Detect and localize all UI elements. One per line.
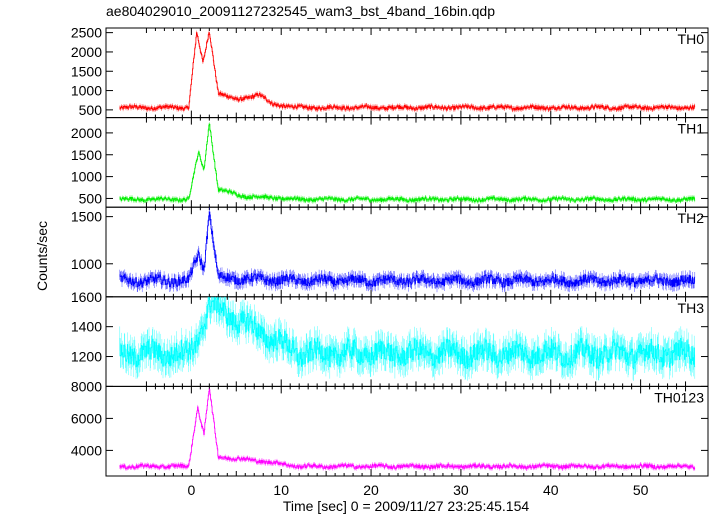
y-tick-label: 500 — [79, 190, 103, 206]
y-tick-label: 8000 — [71, 378, 102, 394]
series-line-th1 — [119, 123, 696, 203]
error-bars-th1 — [119, 122, 696, 204]
y-axis-label: Counts/sec — [34, 221, 50, 291]
x-tick-label: 30 — [453, 482, 469, 498]
x-tick-label: 0 — [187, 482, 195, 498]
panel-frame-th0123 — [105, 385, 709, 477]
x-tick-label: 50 — [633, 482, 649, 498]
y-tick-label: 4000 — [71, 442, 102, 458]
series-line-th0 — [119, 32, 696, 111]
x-tick-label: 20 — [363, 482, 379, 498]
panel-label-th2: TH2 — [678, 210, 705, 226]
y-tick-label: 1600 — [71, 289, 102, 305]
y-tick-label: 2000 — [71, 125, 102, 141]
error-bars-th0123 — [119, 387, 696, 471]
y-tick-label: 2500 — [71, 25, 102, 41]
x-axis-label: Time [sec] 0 = 2009/11/27 23:25:45.154 — [283, 498, 530, 514]
panel-label-th0: TH0 — [678, 31, 705, 47]
y-tick-label: 1200 — [71, 349, 102, 365]
y-tick-label: 1000 — [71, 169, 102, 185]
y-tick-label: 2000 — [71, 44, 102, 60]
y-tick-label: 1000 — [71, 83, 102, 99]
y-tick-label: 1500 — [71, 209, 102, 225]
y-tick-label: 1500 — [71, 63, 102, 79]
series-line-th0123 — [119, 389, 696, 470]
panel-label-th1: TH1 — [678, 121, 705, 137]
y-tick-label: 1500 — [71, 147, 102, 163]
panel-label-th3: TH3 — [678, 300, 705, 316]
x-tick-label: 40 — [543, 482, 559, 498]
y-tick-label: 6000 — [71, 410, 102, 426]
x-tick-label: 10 — [273, 482, 289, 498]
series-line-th2 — [119, 211, 696, 288]
error-bars-th3 — [119, 296, 696, 381]
y-tick-label: 1400 — [71, 319, 102, 335]
panel-label-th0123: TH0123 — [654, 389, 704, 405]
error-bars-th0 — [119, 30, 696, 113]
y-tick-label: 500 — [79, 102, 103, 118]
y-tick-label: 1000 — [71, 256, 102, 272]
series-line-th3 — [119, 297, 696, 370]
panel-frame-th0 — [105, 27, 709, 119]
chart-title: ae804029010_20091127232545_wam3_bst_4ban… — [106, 3, 495, 19]
